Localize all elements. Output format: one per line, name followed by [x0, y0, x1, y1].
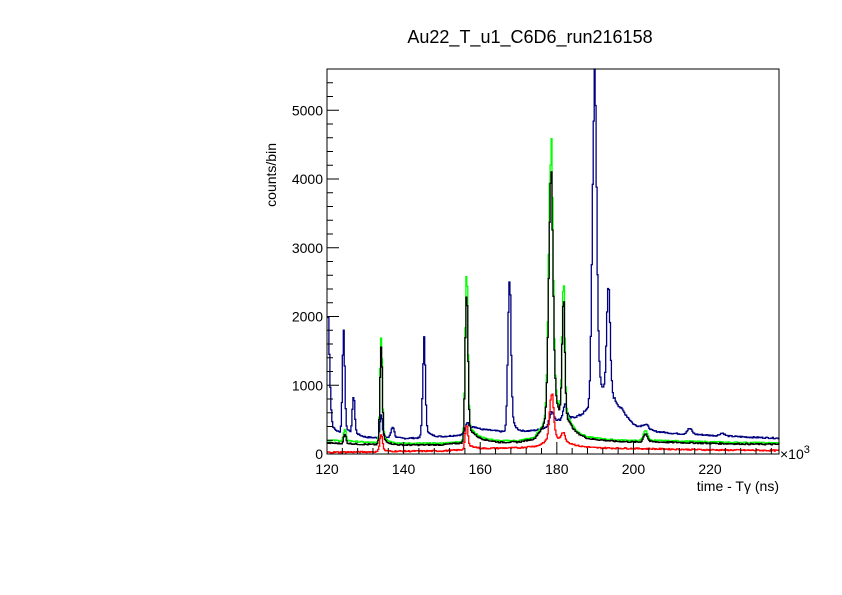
y-axis: 0 1000 2000 3000 4000 5000 [292, 68, 339, 462]
y-tick-label: 0 [315, 446, 323, 462]
x-tick-label: 160 [469, 461, 493, 477]
y-tick-label: 1000 [292, 377, 323, 393]
x-exponent-label: ×103 [780, 444, 810, 462]
x-tick-label: 140 [392, 461, 416, 477]
chart-title: Au22_T_u1_C6D6_run216158 [407, 27, 652, 48]
y-tick-label: 2000 [292, 309, 323, 325]
series-line-2 [327, 171, 780, 447]
x-axis-label: time - Tγ (ns) [697, 478, 779, 494]
x-exponent-base: ×10 [780, 446, 804, 462]
x-exponent-power: 3 [804, 444, 810, 456]
y-tick-label: 4000 [292, 171, 323, 187]
x-tick-label: 200 [622, 461, 646, 477]
x-axis: 120 140 160 180 200 220 [315, 442, 772, 477]
x-tick-label: 220 [698, 461, 722, 477]
series-line-1 [327, 138, 780, 445]
series-line-0 [327, 68, 780, 440]
x-tick-label: 120 [315, 461, 339, 477]
x-tick-label: 180 [545, 461, 569, 477]
y-tick-label: 5000 [292, 102, 323, 118]
y-tick-label: 3000 [292, 240, 323, 256]
y-axis-label: counts/bin [263, 143, 279, 207]
